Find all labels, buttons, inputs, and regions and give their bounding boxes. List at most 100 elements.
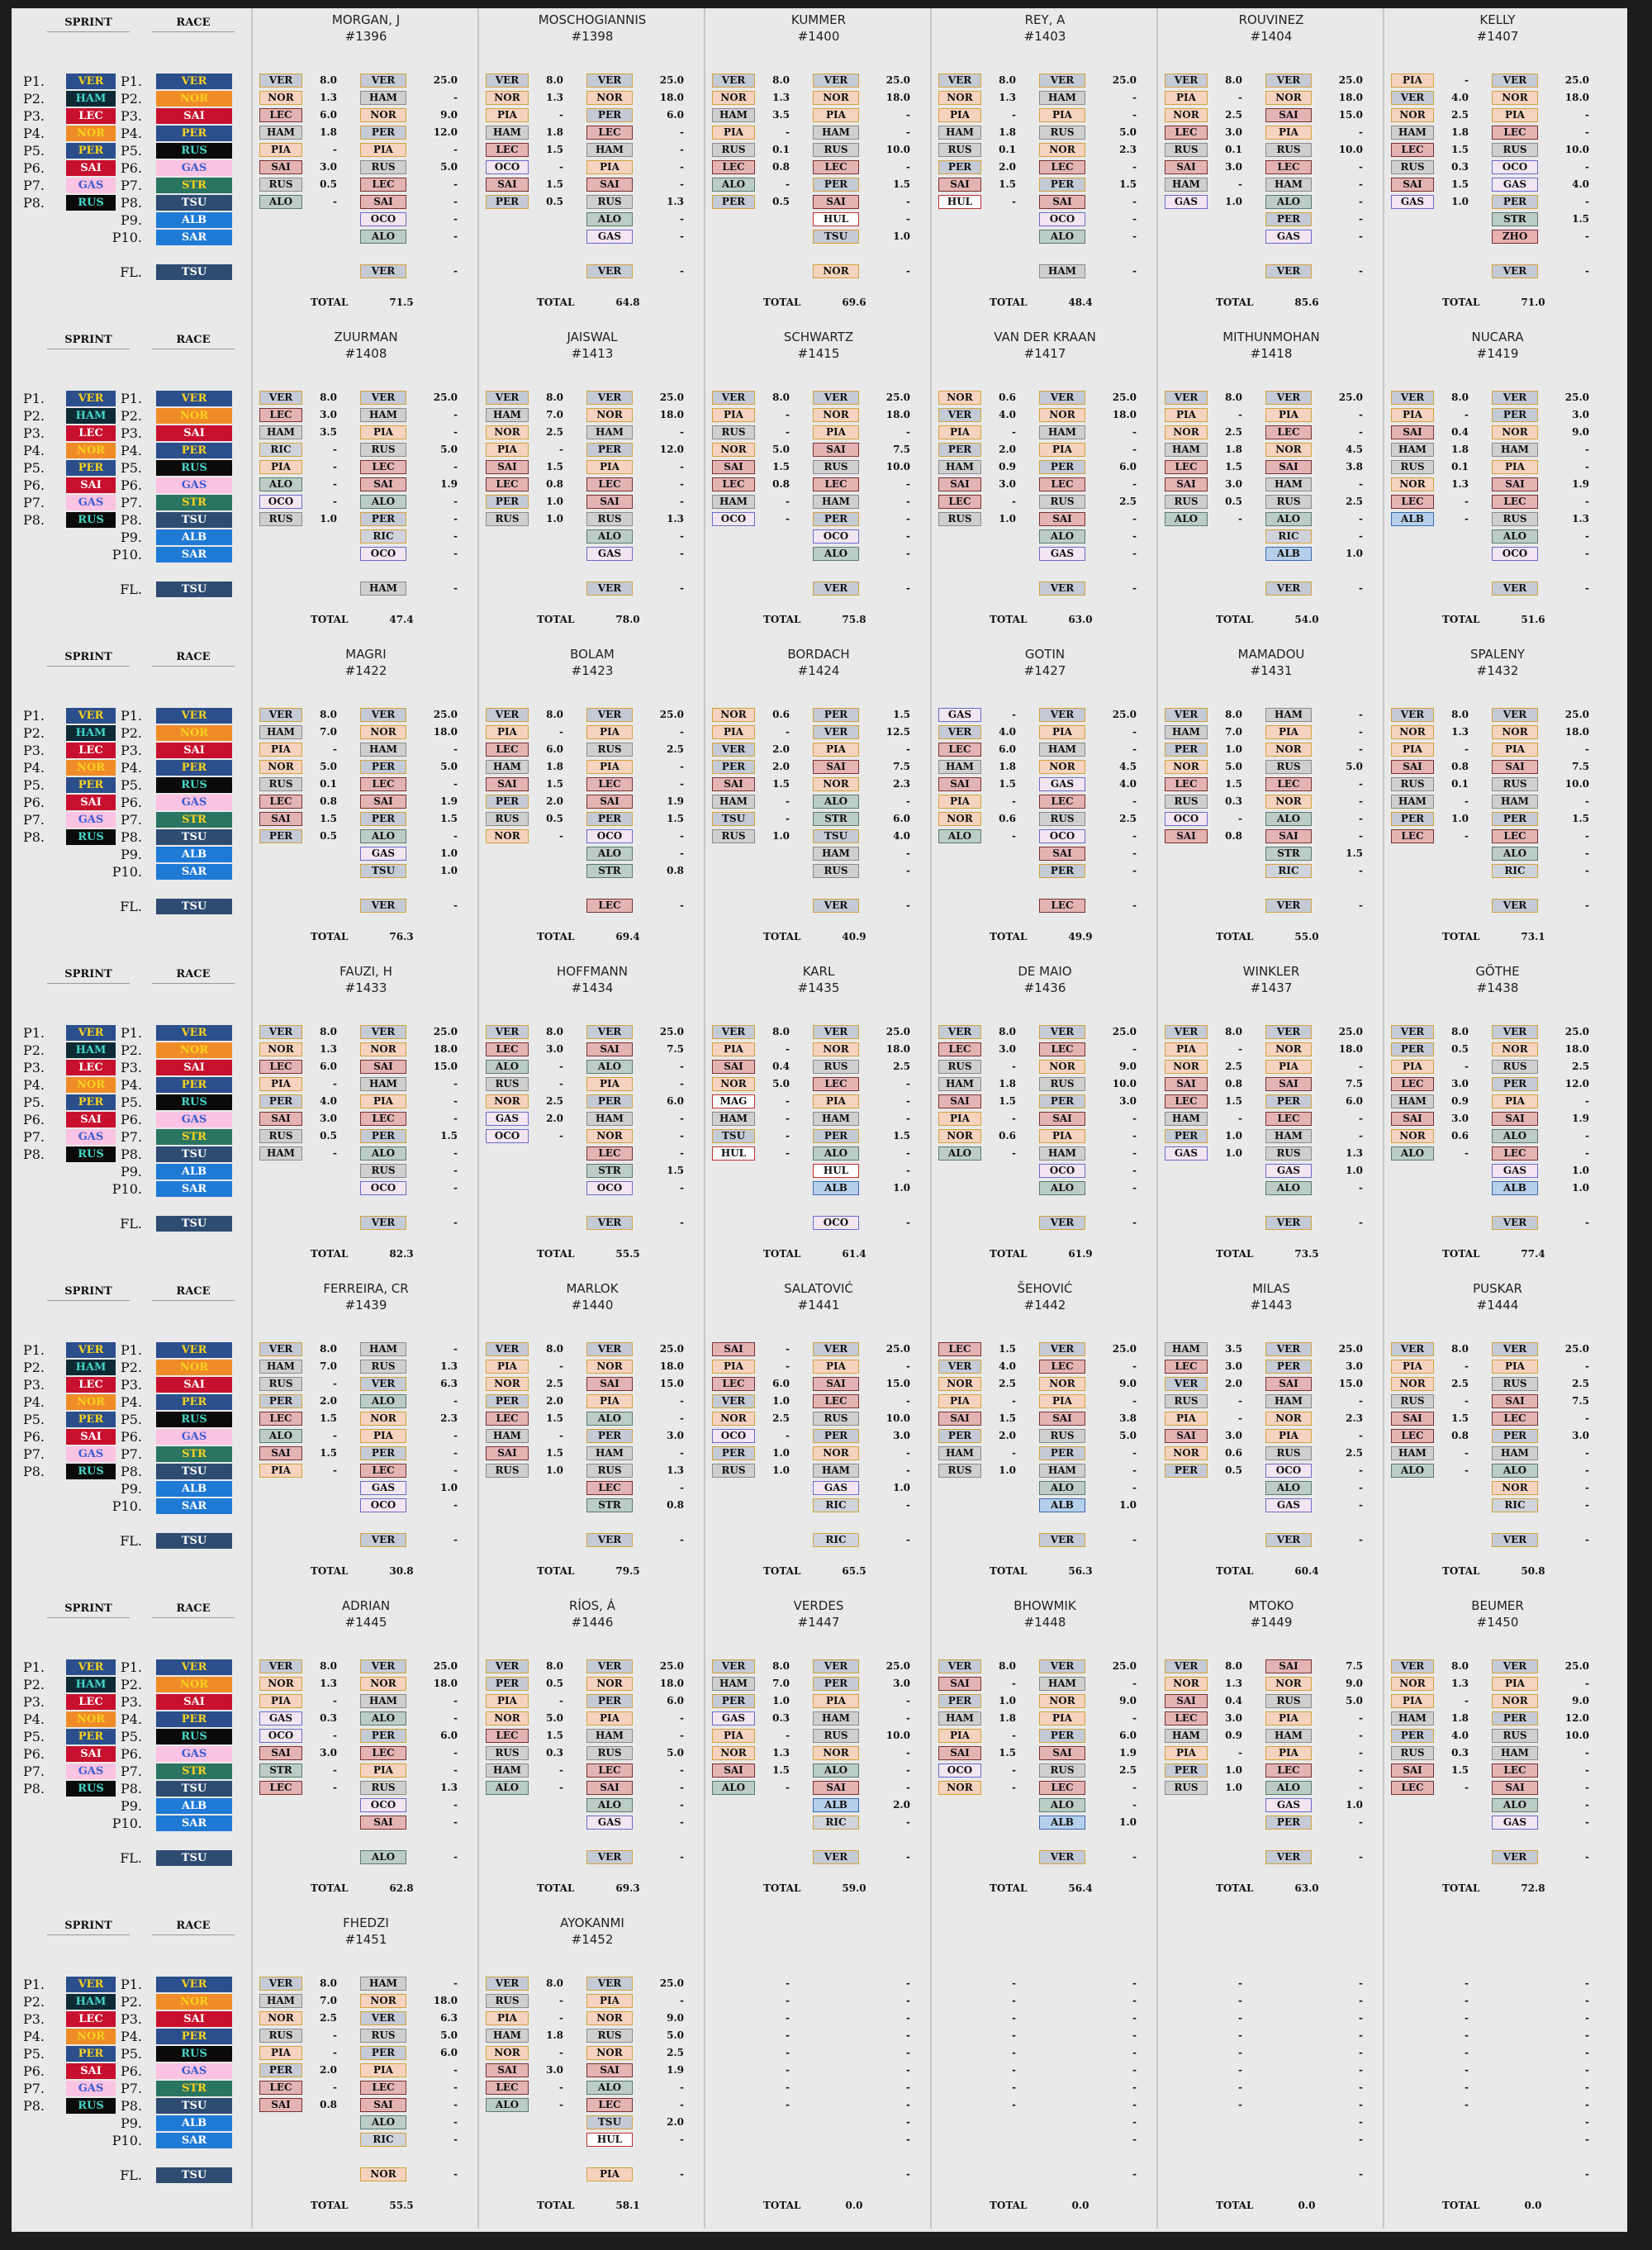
race-pick: ALO [1265,1781,1312,1795]
race-score: - [906,1499,910,1511]
sprint-score: - [333,1782,337,1793]
participant-column: - - - - - - - - - - - - - - - - - - - TOTAL 0.0 [1383,1911,1609,2229]
sprint-pick: NOR [1391,1377,1434,1391]
race-score: 7.5 [1572,1395,1589,1407]
race-result-driver: ALB [156,529,232,545]
race-position-label: P1. [120,391,142,406]
sprint-score: - [786,178,790,190]
sprint-score: 0.8 [772,161,790,173]
race-pick: SAI [586,1042,633,1056]
sprint-score: - [1464,513,1469,525]
race-score: - [453,2099,458,2110]
race-pick: PIA [1265,126,1312,140]
sprint-pick: NOR [938,1377,981,1391]
sprint-pick: VER [712,391,755,405]
race-score: - [1585,847,1589,859]
race-score: - [906,109,910,121]
race-score: - [1359,513,1363,525]
race-score: 25.0 [659,1343,684,1355]
sprint-score: 0.3 [546,1747,563,1759]
sprint-pick: PIA [259,460,302,474]
race-pick: ALO [813,1146,859,1161]
race-score: 1.9 [667,2064,684,2076]
race-score: - [1132,2047,1137,2058]
race-score: 1.0 [1346,548,1363,559]
sprint-pick: OCO [1165,812,1208,826]
sprint-score: 8.0 [772,392,790,403]
sprint-pick: PER [938,160,981,174]
race-score: - [453,778,458,790]
sprint-score: 1.8 [546,126,563,138]
sprint-score: - [333,743,337,755]
sprint-score: 1.0 [1225,1130,1242,1142]
race-pick: LEC [1492,126,1538,140]
sprint-score: 0.5 [546,813,563,824]
sprint-pick: GAS [486,1112,529,1126]
race-score: - [1585,1764,1589,1776]
sprint-score: 5.0 [1225,761,1242,772]
fastest-lap-score: - [1359,265,1363,277]
race-pick: VER [813,74,859,88]
sprint-score: 1.3 [1225,1678,1242,1689]
sprint-pick: PER [712,1694,755,1708]
fastest-lap-score: - [1132,900,1137,911]
race-score: - [1359,726,1363,738]
sprint-score: - [559,830,563,842]
race-score: - [1132,548,1137,559]
race-score: 1.3 [667,196,684,207]
participant-id: #1442 [1023,1298,1066,1312]
sprint-score: - [1012,2099,1016,2110]
sprint-pick: LEC [1165,460,1208,474]
race-score: 1.0 [1572,1165,1589,1176]
sprint-score: 8.0 [546,1026,563,1037]
sprint-score: 1.5 [772,778,790,790]
race-pick: LEC [813,1394,859,1408]
race-pick: HAM [1039,743,1085,757]
race-result-driver: STR [156,2081,232,2096]
race-pick: HAM [586,425,633,439]
race-header: RACE [152,17,235,32]
total-label: TOTAL [1216,1565,1254,1577]
sprint-score: - [333,2081,337,2093]
race-result-driver: STR [156,1763,232,1779]
sprint-score: 6.0 [546,743,563,755]
race-pick: RUS [586,195,633,209]
sprint-pick: VER [938,1360,981,1374]
race-pick: TSU [360,864,406,878]
race-result-driver: NOR [156,725,232,741]
fastest-lap-label: FL. [120,1533,142,1549]
sprint-pick: NOR [259,2011,302,2025]
sprint-score: - [1238,1977,1242,1989]
race-position-label: P10. [112,547,142,562]
race-pick: STR [1492,212,1538,226]
sprint-score: 1.5 [546,1730,563,1741]
race-score: 25.0 [659,1977,684,1989]
race-score: 5.0 [1346,1695,1363,1706]
race-score: - [1132,1995,1137,2006]
race-score: - [453,461,458,472]
race-result-driver: NOR [156,1994,232,2010]
race-score: - [453,743,458,755]
sprint-score: 3.5 [1225,1343,1242,1355]
participant-name: VERDES [793,1598,844,1613]
fastest-lap-score: - [453,265,458,277]
sprint-pick: VER [486,1342,529,1356]
race-score: - [1132,1977,1137,1989]
race-score: - [906,1747,910,1759]
sprint-position-label: P2. [22,1677,45,1692]
sprint-pick: HAM [486,408,529,422]
total-value: 55.0 [1294,931,1319,942]
race-score: - [453,144,458,155]
sprint-pick: ALO [1391,1464,1434,1478]
participant-name: AYOKANMI [560,1915,624,1930]
sprint-score: - [1012,1061,1016,1072]
race-pick: VER [1039,1342,1085,1356]
sprint-score: 1.5 [999,1095,1016,1107]
race-pick: NOR [813,91,859,105]
entry-row-block: SPRINT RACE P1. VER P2. HAM P3. LEC P4. NOR P5. PER… [12,960,1627,1277]
sprint-pick: ALO [1165,512,1208,526]
participant-id: #1422 [344,663,387,678]
race-score: - [453,548,458,559]
race-position-label: P1. [120,1342,142,1358]
race-pick: HAM [813,1711,859,1725]
